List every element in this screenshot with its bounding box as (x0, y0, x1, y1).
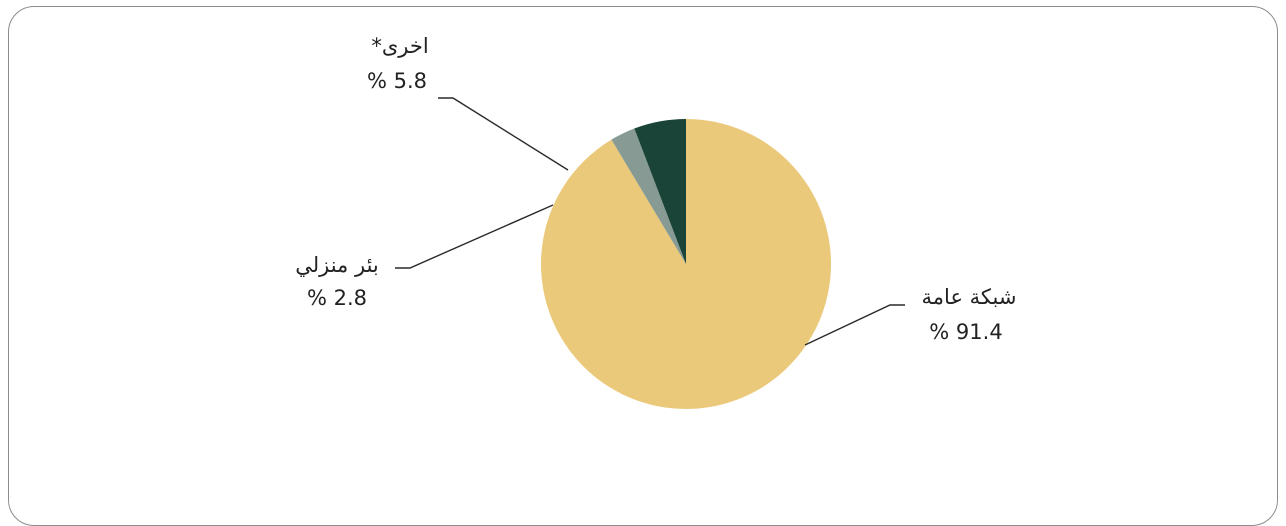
label-other-name: اخرى* (371, 34, 428, 58)
leader-line-other (438, 97, 569, 171)
pie-slices (541, 119, 831, 409)
leader-line-home-well (395, 204, 554, 269)
pie-slice-other (634, 119, 686, 264)
label-other-value: % 5.8 (367, 69, 427, 93)
label-home-well-name: بئر منزلي (295, 253, 379, 277)
label-home-well-value: % 2.8 (307, 286, 367, 310)
label-public-network-name: شبكة عامة (922, 285, 1017, 309)
label-public-network-value: % 91.4 (929, 320, 1002, 344)
leader-line-public-network (804, 304, 905, 346)
pie-slice-home-well (611, 128, 686, 264)
